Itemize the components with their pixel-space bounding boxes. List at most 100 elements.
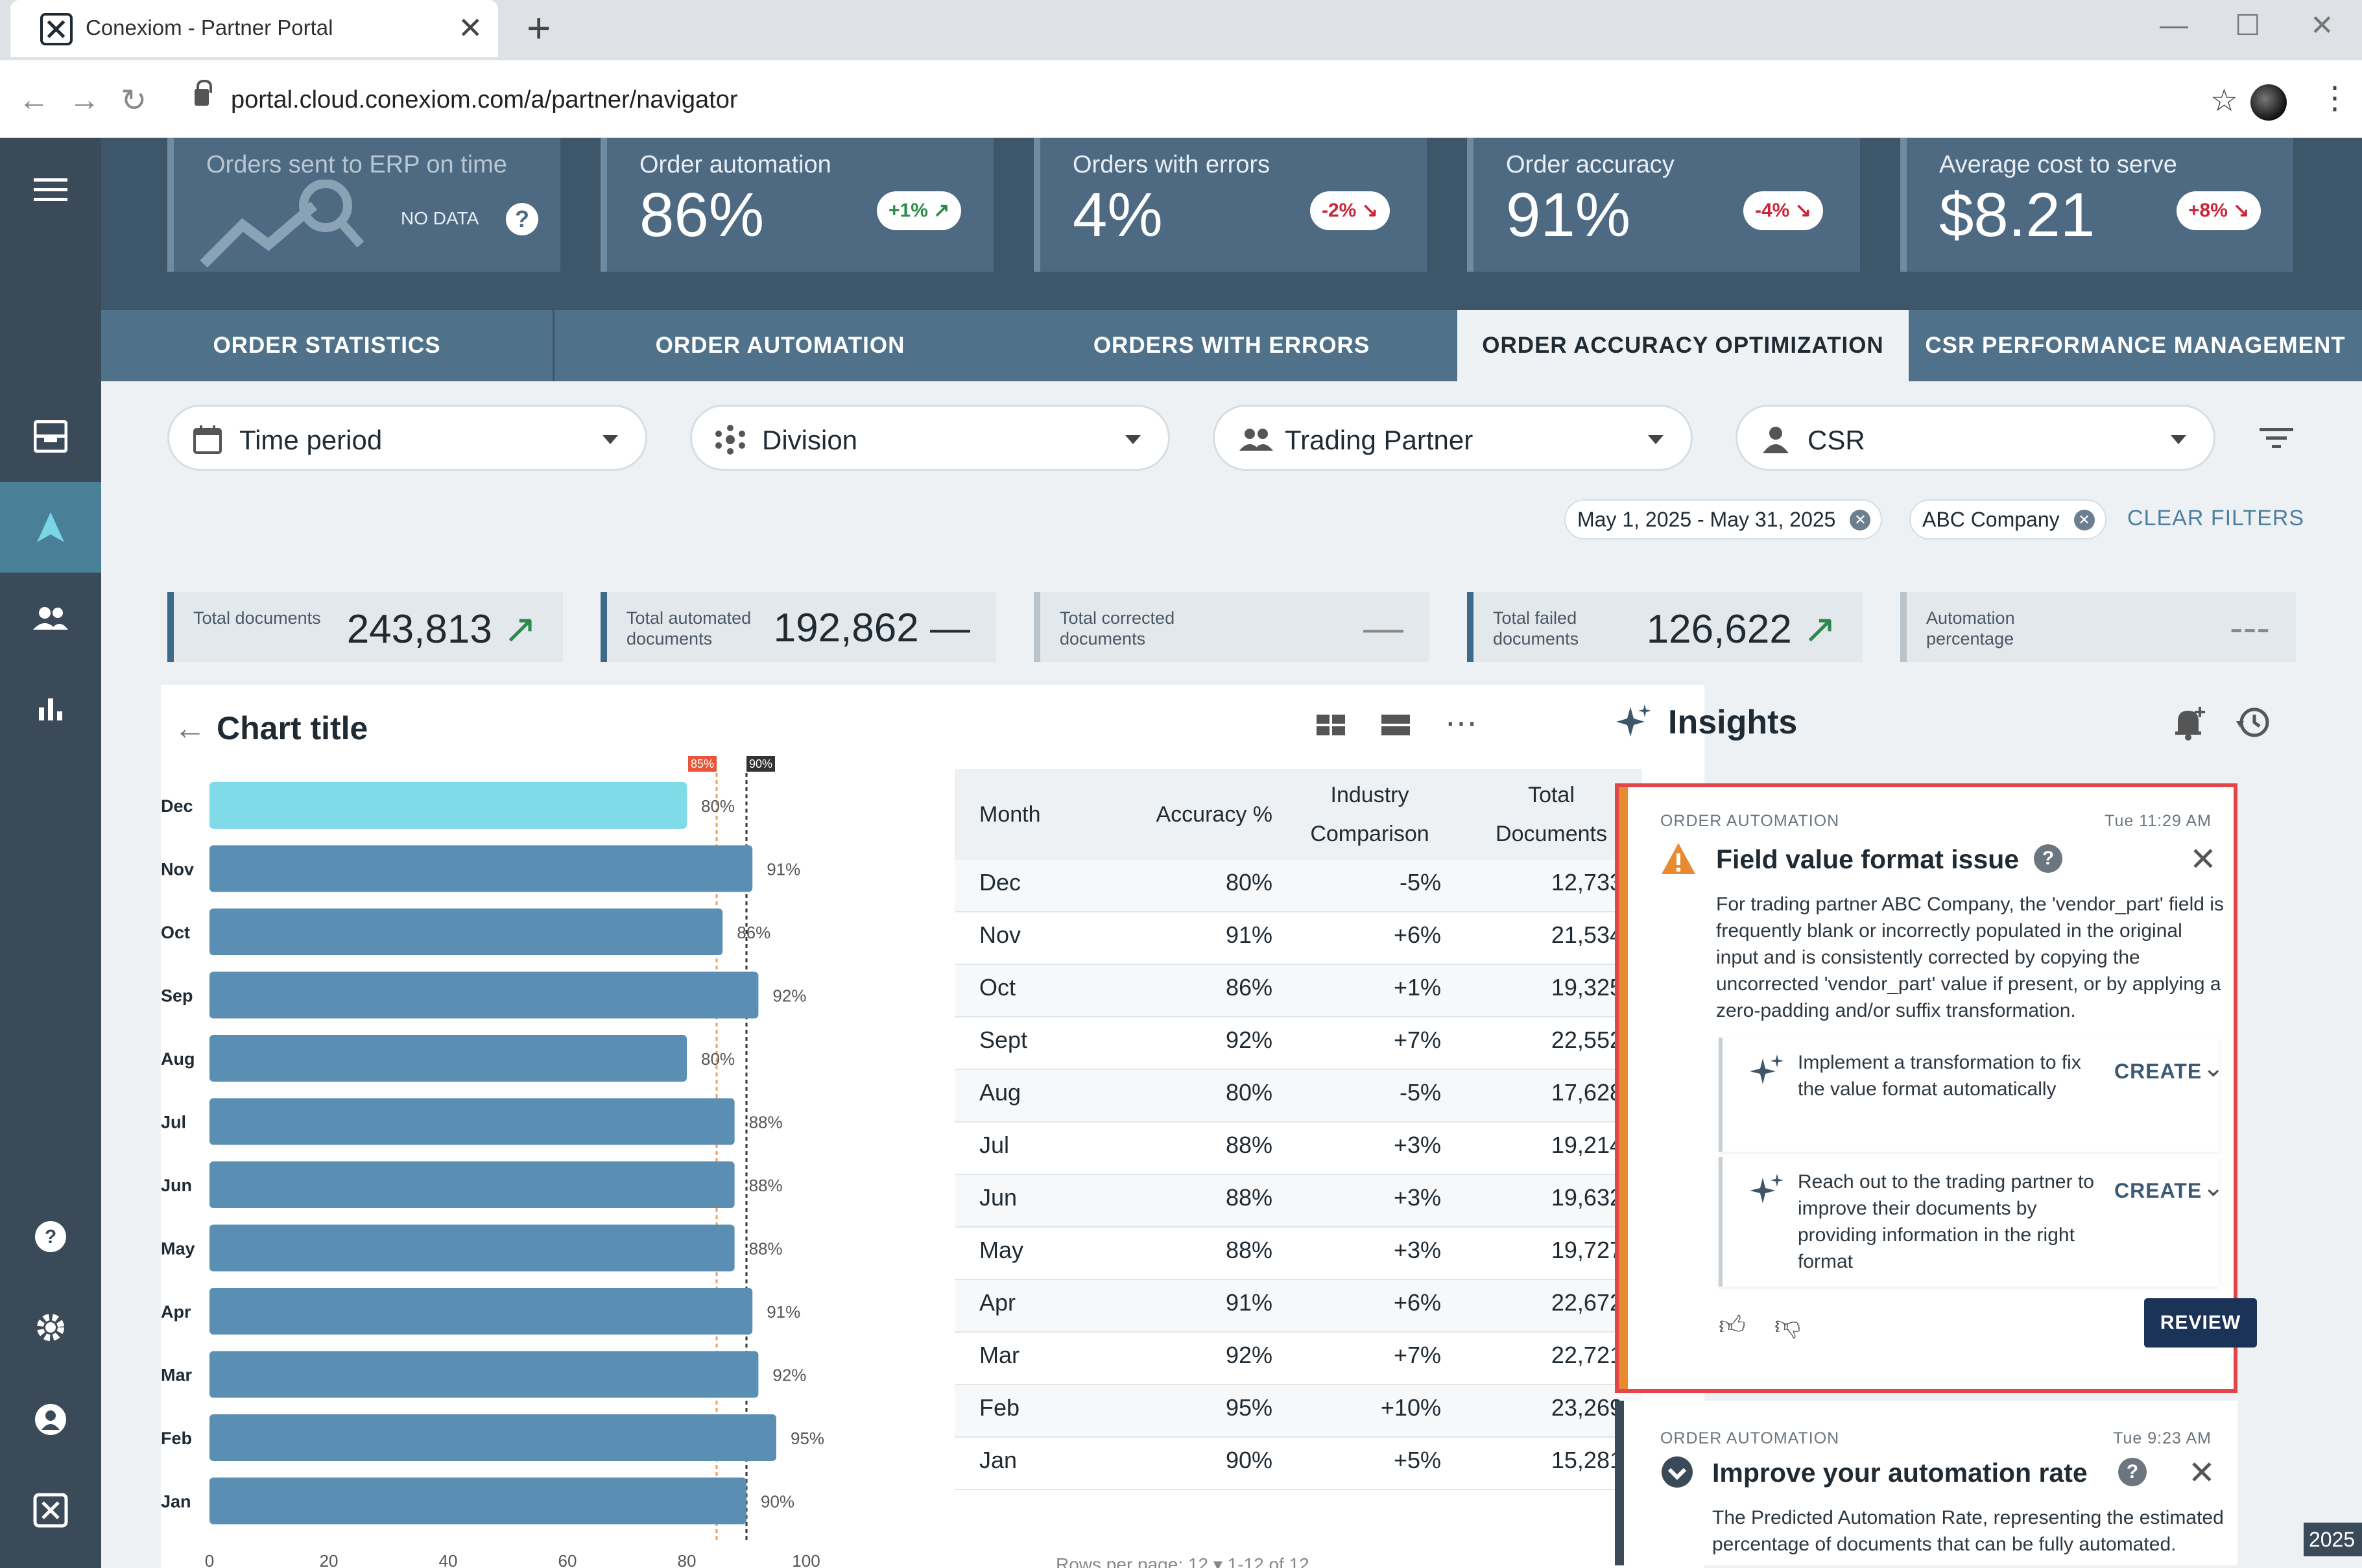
maximize-icon[interactable]: ☐ — [2235, 10, 2261, 42]
new-tab-icon[interactable]: + — [527, 5, 551, 51]
close-icon[interactable]: ✕ — [2188, 1455, 2215, 1491]
window-close-icon[interactable]: ✕ — [2310, 10, 2334, 42]
kpi-value: 4% — [1073, 180, 1163, 250]
bar-category-label: Aug — [161, 1049, 195, 1069]
history-icon[interactable] — [2235, 704, 2271, 741]
help-icon[interactable]: ? — [506, 203, 538, 235]
bar-category-label: Jul — [161, 1113, 186, 1132]
insight-body: The Predicted Automation Rate, represent… — [1712, 1507, 2224, 1555]
time-period-filter[interactable]: Time period — [167, 405, 647, 471]
kpi-trend-badge: +1% ↗ — [877, 191, 962, 230]
more-options-icon[interactable]: ⋯ — [1445, 705, 1477, 741]
list-view-icon[interactable] — [1381, 712, 1410, 738]
cell-documents: 22,721 — [1551, 1342, 1623, 1368]
stat-label: Total automated documents — [626, 608, 752, 648]
kpi-order-accuracy[interactable]: Order accuracy 91% -4% ↘ — [1467, 138, 1860, 272]
back-arrow-icon[interactable]: ← — [174, 710, 206, 746]
dashboard-tabs: ORDER STATISTICS ORDER AUTOMATION ORDERS… — [101, 310, 2362, 381]
gear-icon[interactable] — [0, 1282, 101, 1373]
url-field[interactable]: portal.cloud.conexiom.com/a/partner/navi… — [231, 86, 738, 113]
users-icon[interactable] — [0, 573, 101, 663]
create-button[interactable]: CREATE — [2114, 1060, 2202, 1083]
filter-funnel-icon[interactable] — [2260, 427, 2293, 450]
close-tab-icon[interactable]: ✕ — [458, 11, 483, 45]
insight-card-inner: ORDER AUTOMATION Tue 11:29 AM Field valu… — [1619, 787, 2257, 1389]
cell-month: Feb — [979, 1394, 1020, 1421]
chip-remove-icon[interactable]: ✕ — [1850, 510, 1871, 530]
insight-card-field-format: ORDER AUTOMATION Tue 11:29 AM Field valu… — [1615, 783, 2257, 1393]
thumbs-up-icon[interactable]: 👍︎ — [1719, 1311, 1746, 1340]
x-tick-label: 20 — [320, 1551, 339, 1568]
no-data-chart-icon — [200, 180, 364, 268]
thumbs-down-icon[interactable]: 👎︎ — [1774, 1311, 1801, 1340]
stat-total-automated: Total automated documents 192,862 — — [601, 592, 996, 662]
create-button[interactable]: CREATE — [2114, 1179, 2202, 1202]
tab-order-statistics[interactable]: ORDER STATISTICS — [213, 333, 441, 358]
table-row: Feb 95% +10% 23,269 — [955, 1385, 1642, 1438]
calendar-icon — [193, 425, 222, 454]
forward-icon[interactable]: → — [69, 83, 100, 117]
clear-filters-button[interactable]: CLEAR FILTERS — [2127, 506, 2305, 530]
browser-menu-icon[interactable]: ⋮ — [2319, 81, 2350, 115]
profile-avatar[interactable] — [2250, 84, 2287, 121]
kpi-label: Order automation — [639, 151, 831, 178]
chip-remove-icon[interactable]: ✕ — [2073, 510, 2095, 530]
bar-value-label: 80% — [701, 796, 735, 816]
reference-label-bg — [688, 756, 717, 772]
cell-comparison: +6% — [1393, 921, 1441, 948]
cell-accuracy: 95% — [1225, 1394, 1272, 1421]
cell-comparison: +5% — [1393, 1447, 1441, 1473]
address-bar: ← → ↻ portal.cloud.conexiom.com/a/partne… — [0, 60, 2362, 138]
trading-partner-filter[interactable]: Trading Partner — [1213, 405, 1693, 471]
close-icon[interactable]: ✕ — [2189, 841, 2217, 877]
hamburger-menu-icon[interactable] — [0, 145, 101, 235]
kpi-orders-with-errors[interactable]: Orders with errors 4% -2% ↘ — [1034, 138, 1427, 272]
reload-icon[interactable]: ↻ — [121, 84, 147, 118]
year-tag: 2025 — [2304, 1523, 2362, 1556]
help-icon[interactable]: ? — [0, 1191, 101, 1282]
chart-title: Chart title — [217, 710, 368, 746]
trading-partner-chip[interactable]: ABC Company ✕ — [1909, 499, 2106, 540]
cell-documents: 22,672 — [1551, 1289, 1623, 1316]
grid-view-icon[interactable] — [1317, 712, 1345, 738]
bar-value-label: 88% — [749, 1176, 783, 1195]
help-icon[interactable]: ? — [2118, 1458, 2147, 1486]
bar-category-label: Nov — [161, 860, 194, 879]
navigator-icon[interactable] — [0, 482, 101, 573]
network-icon — [715, 425, 745, 455]
bar-value-label: 91% — [767, 860, 800, 879]
date-range-chip[interactable]: May 1, 2025 - May 31, 2025 ✕ — [1564, 499, 1883, 540]
bell-add-icon[interactable] — [2171, 704, 2208, 741]
tab-csr-performance-management[interactable]: CSR PERFORMANCE MANAGEMENT — [1925, 333, 2346, 358]
tab-order-accuracy-optimization[interactable]: ORDER ACCURACY OPTIMIZATION — [1457, 310, 1909, 381]
x-tick-label: 0 — [205, 1551, 214, 1568]
x-tick-label: 80 — [678, 1551, 697, 1568]
analytics-icon[interactable] — [0, 663, 101, 754]
reference-label-bg — [746, 756, 775, 772]
person-icon — [1763, 427, 1789, 453]
minimize-icon[interactable]: — — [2160, 9, 2188, 41]
conexiom-logo-icon[interactable] — [0, 1465, 101, 1556]
chevron-down-icon[interactable]: ⌄ — [2202, 1054, 2225, 1082]
table-pager[interactable]: Rows per page: 12 ▾ 1-12 of 12 — [1056, 1554, 1309, 1568]
inbox-icon[interactable] — [0, 391, 101, 482]
kpi-average-cost[interactable]: Average cost to serve $8.21 +8% ↘ — [1900, 138, 2293, 272]
kpi-orders-sent-on-time[interactable]: Orders sent to ERP on time NO DATA ? — [167, 138, 560, 272]
tab-order-automation[interactable]: ORDER AUTOMATION — [655, 333, 905, 358]
header-industry: Industry — [1330, 783, 1409, 807]
browser-tab[interactable]: Conexiom - Partner Portal ✕ — [10, 0, 498, 57]
kpi-order-automation[interactable]: Order automation 86% +1% ↗ — [601, 138, 994, 272]
bar-value-label: 95% — [791, 1429, 824, 1448]
cell-documents: 15,281 — [1551, 1447, 1623, 1473]
review-button[interactable]: REVIEW — [2144, 1298, 2257, 1348]
insight-heading: Field value format issue — [1716, 844, 2020, 874]
chevron-down-icon[interactable]: ⌄ — [2202, 1173, 2225, 1202]
tab-orders-with-errors[interactable]: ORDERS WITH ERRORS — [1093, 333, 1370, 358]
bookmark-star-icon[interactable]: ☆ — [2210, 84, 2239, 118]
table-row: Apr 91% +6% 22,672 — [955, 1280, 1642, 1333]
back-icon[interactable]: ← — [18, 83, 49, 117]
csr-filter[interactable]: CSR — [1736, 405, 2215, 471]
division-filter[interactable]: Division — [690, 405, 1170, 471]
help-icon[interactable]: ? — [2034, 844, 2062, 873]
account-icon[interactable] — [0, 1374, 101, 1465]
